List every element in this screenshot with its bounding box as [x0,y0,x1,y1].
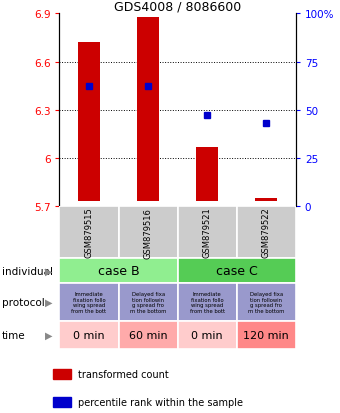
Bar [78,43,100,202]
Text: GSM879521: GSM879521 [203,207,212,258]
Text: 120 min: 120 min [243,330,289,340]
Bar [59,321,119,349]
Text: ▶: ▶ [45,330,52,340]
Text: Immediate
fixation follo
wing spread
from the bott: Immediate fixation follo wing spread fro… [71,291,107,313]
Text: Delayed fixa
tion followin
g spread fro
m the bottom: Delayed fixa tion followin g spread fro … [130,291,166,313]
Text: time: time [2,330,25,340]
Text: case C: case C [216,264,258,278]
Bar [119,321,177,349]
Bar [177,283,237,321]
Bar [119,283,177,321]
Bar [237,283,296,321]
Bar [196,147,218,202]
Bar [255,199,277,202]
Text: 0 min: 0 min [191,330,223,340]
Bar [177,321,237,349]
Bar [53,370,71,380]
Text: case B: case B [98,264,139,278]
Bar [237,206,296,259]
Text: ▶: ▶ [45,266,52,276]
Text: individual: individual [2,266,53,276]
Title: GDS4008 / 8086600: GDS4008 / 8086600 [114,0,241,13]
Bar [177,206,237,259]
Text: transformed count: transformed count [79,370,169,380]
Text: percentile rank within the sample: percentile rank within the sample [79,397,243,407]
Text: ▶: ▶ [45,297,52,307]
Bar [237,321,296,349]
Bar [53,397,71,407]
Text: GSM879516: GSM879516 [143,207,153,258]
Bar [59,283,119,321]
Text: GSM879522: GSM879522 [262,207,271,258]
Text: 0 min: 0 min [73,330,105,340]
Text: GSM879515: GSM879515 [85,207,94,258]
Bar [59,206,119,259]
Text: Delayed fixa
tion followin
g spread fro
m the bottom: Delayed fixa tion followin g spread fro … [248,291,285,313]
Bar [119,206,177,259]
Bar [177,259,296,283]
Bar [137,18,159,202]
Text: 60 min: 60 min [129,330,167,340]
Bar [59,259,177,283]
Text: Immediate
fixation follo
wing spread
from the bott: Immediate fixation follo wing spread fro… [190,291,225,313]
Text: protocol: protocol [2,297,45,307]
